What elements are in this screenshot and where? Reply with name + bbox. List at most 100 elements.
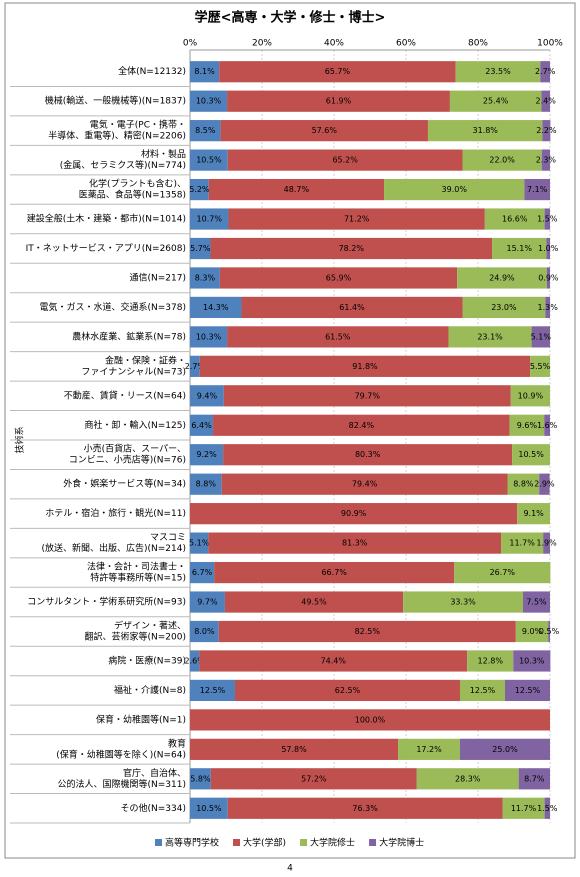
y-tick-label: 教育: [168, 737, 186, 749]
data-label: 24.9%: [489, 273, 515, 282]
bar-segment: [190, 532, 209, 554]
bar-segment: [190, 561, 215, 584]
bar-segment: [190, 444, 224, 466]
data-label: 9.6%: [517, 421, 538, 430]
y-tick-label: マスコミ: [150, 533, 186, 543]
y-tick-label: 外食・娯楽サービス等(N=34): [63, 478, 186, 490]
y-tick-label: 化学(プラントも含む)、: [89, 178, 186, 190]
bar-segment: [190, 473, 222, 495]
y-tick-label: 医薬品、食品等(N=1358): [79, 189, 186, 201]
data-label: 82.5%: [355, 627, 381, 636]
x-tick-label: 40%: [324, 39, 344, 49]
bar-segment: [218, 620, 516, 643]
bar-segment: [190, 650, 200, 672]
bar-segment: [540, 61, 550, 83]
bar-segment: [224, 591, 404, 613]
data-label: 10.3%: [196, 332, 222, 341]
data-label: 10.5%: [518, 450, 544, 459]
legend-label: 大学院博士: [379, 837, 424, 849]
data-label: 7.5%: [526, 598, 547, 607]
data-label: 0.9%: [538, 273, 559, 282]
y-tick-label: ホテル・宿泊・旅行・観光(N=11): [45, 507, 186, 519]
data-label: 14.3%: [203, 303, 229, 312]
bar-segment: [384, 178, 525, 201]
data-label: 74.4%: [321, 656, 347, 665]
data-label: 90.9%: [341, 509, 367, 518]
bar-segment: [548, 620, 550, 643]
bar-segment: [524, 178, 550, 201]
bar-segment: [223, 444, 513, 466]
y-tick-label: 全体(N=12132): [118, 65, 186, 77]
y-tick-label: 電気・ガス・水道、交通系(N=378): [40, 301, 186, 313]
bar-segment: [398, 738, 460, 760]
y-tick-label: (放送、新聞、出版、広告)(N=214): [42, 542, 187, 554]
y-tick-label: 金融・保険・証券・: [105, 354, 186, 366]
data-label: 5.1%: [531, 332, 552, 341]
data-label: 23.0%: [491, 303, 517, 312]
bar-segment: [199, 650, 468, 672]
data-label: 25.0%: [492, 745, 518, 754]
data-label: 65.9%: [326, 273, 352, 282]
bar-segment: [219, 61, 456, 83]
bar-segment: [199, 355, 531, 377]
y-tick-label: 病院・医療(N=39): [108, 654, 186, 666]
legend-label: 高等専門学校: [165, 837, 219, 849]
bar-segment: [227, 326, 449, 348]
data-label: 6.7%: [192, 568, 213, 577]
data-label: 57.6%: [312, 126, 338, 135]
data-label: 48.7%: [284, 185, 310, 194]
y-tick-label: 材料・製品: [141, 148, 186, 160]
y-tick-label: 機械(輸送、一般機械等)(N=1837): [45, 95, 186, 107]
data-label: 66.7%: [321, 568, 347, 577]
bar-segment: [539, 473, 550, 495]
bar-segment: [427, 120, 543, 142]
bar-segment: [546, 237, 550, 260]
chart-title: 学歴<高専・大学・修士・博士>: [195, 10, 386, 26]
bar-segment: [484, 208, 545, 230]
x-tick-label: 80%: [468, 39, 488, 49]
bar-segment: [221, 473, 508, 495]
data-label: 2.7%: [535, 67, 556, 76]
bar-segment: [190, 797, 228, 819]
data-label: 33.3%: [450, 598, 476, 607]
bar-segment: [544, 414, 550, 436]
y-tick-label: 建設全般(土木・建築・都市)(N=1014): [27, 213, 186, 225]
data-label: 61.9%: [326, 97, 352, 106]
y-tick-label: その他(N=334): [121, 802, 186, 814]
data-label: 28.3%: [455, 774, 481, 783]
bar-segment: [190, 178, 209, 201]
data-label: 5.2%: [189, 185, 210, 194]
bar-segment: [190, 709, 550, 731]
data-label: 2.4%: [536, 97, 557, 106]
data-label: 62.5%: [335, 686, 361, 695]
data-label: 76.3%: [352, 804, 378, 813]
legend-swatch: [233, 839, 241, 846]
bar-segment: [190, 679, 235, 702]
y-tick-label: (金属、セラミクス等)(N=774): [60, 159, 186, 171]
bar-segment: [510, 385, 550, 407]
bar-segment: [460, 679, 505, 702]
data-label: 11.7%: [509, 539, 535, 548]
data-label: 65.7%: [325, 67, 351, 76]
data-label: 12.5%: [515, 686, 541, 695]
data-label: 2.2%: [536, 126, 557, 135]
data-label: 81.3%: [342, 539, 368, 548]
data-label: 5.7%: [190, 244, 211, 253]
data-label: 80.3%: [355, 450, 381, 459]
data-label: 2.9%: [534, 480, 555, 489]
y-tick-label: 農林水産業、鉱業系(N=78): [72, 330, 186, 342]
bar-segment: [518, 768, 550, 790]
bar-segment: [531, 326, 550, 348]
data-label: 2.6%: [185, 656, 206, 665]
data-label: 9.1%: [523, 509, 544, 518]
bar-segment: [505, 679, 550, 702]
data-label: 8.7%: [524, 774, 545, 783]
bar-segment: [210, 237, 493, 260]
data-label: 9.4%: [197, 391, 218, 400]
data-label: 65.2%: [332, 156, 358, 165]
bar-segment: [462, 296, 546, 319]
bar-segment: [223, 385, 511, 407]
bar-segment: [227, 90, 450, 112]
bar-segment: [541, 90, 550, 112]
y-tick-label: (保育・幼稚園等を除く)(N=64): [56, 748, 186, 760]
